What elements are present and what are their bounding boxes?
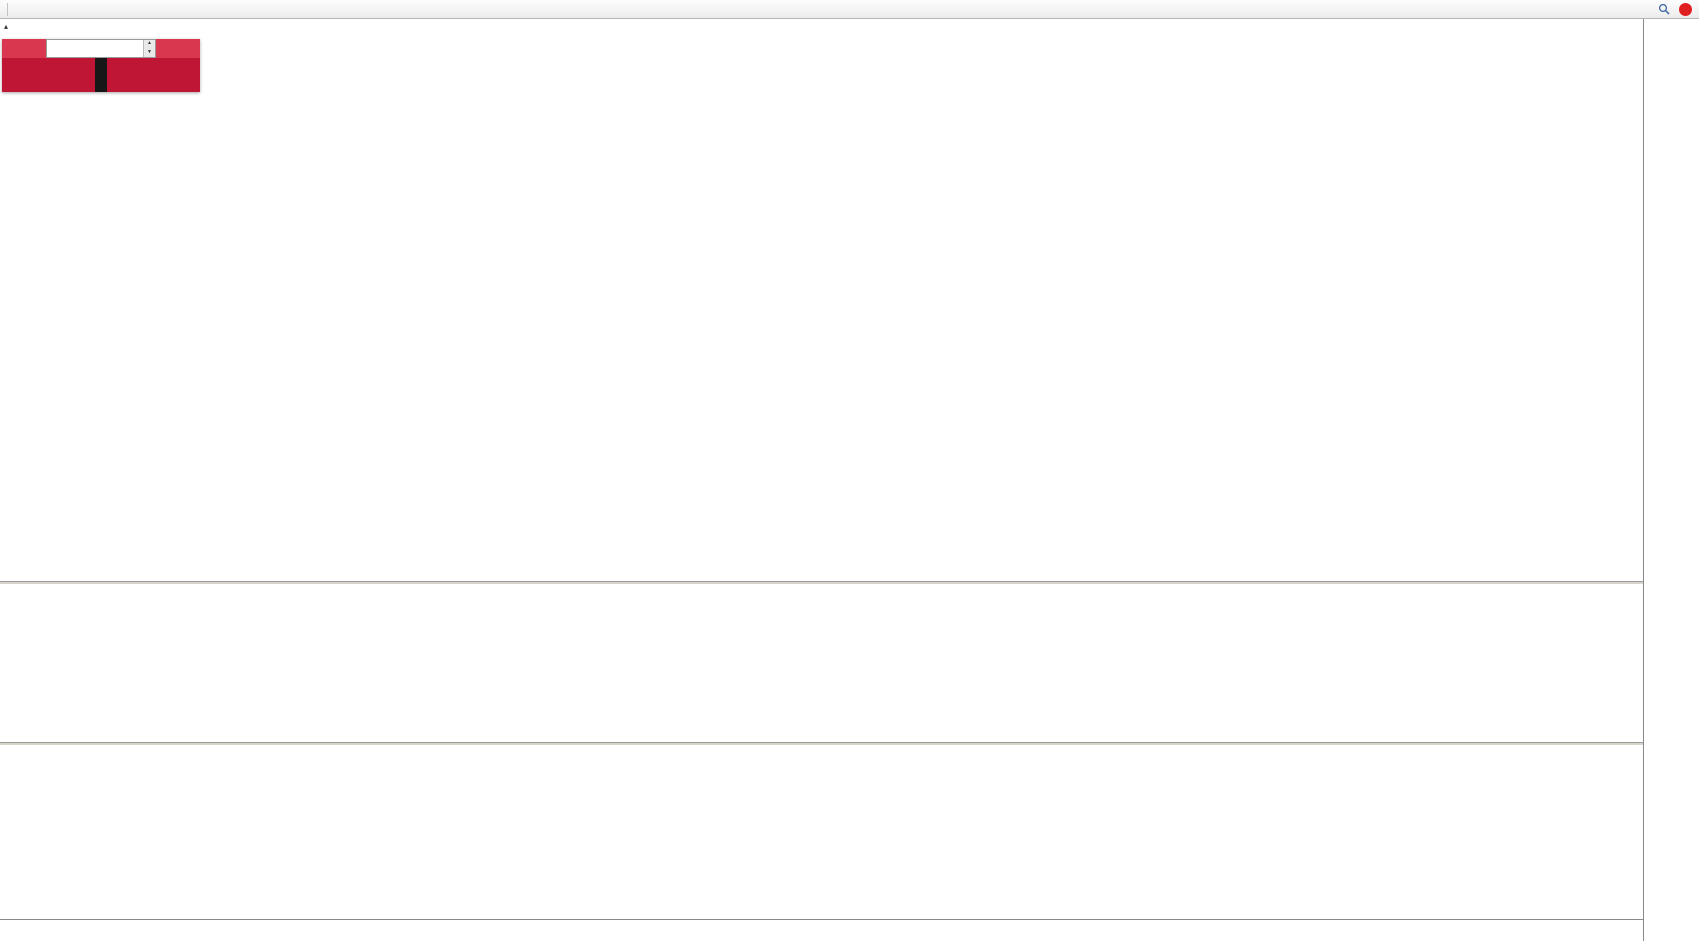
toolbar-separator <box>7 2 8 16</box>
search-icon <box>1658 3 1670 15</box>
volume-up-icon[interactable]: ▲ <box>144 40 155 49</box>
volume-spinner: ▲ ▼ <box>143 40 155 57</box>
annotation-layer <box>0 19 1643 581</box>
search-button[interactable] <box>1655 1 1673 17</box>
buy-button[interactable] <box>156 39 200 58</box>
volume-value[interactable] <box>47 40 143 57</box>
plot-area: ▴ ▲ ▼ <box>0 19 1643 942</box>
rsi-canvas[interactable] <box>0 745 1643 919</box>
panel-separator[interactable] <box>0 581 1643 584</box>
symbol-info: ▴ <box>4 22 38 31</box>
chart-workspace: ▴ ▲ ▼ <box>0 19 1699 942</box>
main-chart-panel: ▴ ▲ ▼ <box>0 19 1643 581</box>
sell-button[interactable] <box>2 39 46 58</box>
volume-down-icon[interactable]: ▼ <box>144 48 155 57</box>
price-axis[interactable] <box>1643 19 1699 941</box>
panel-separator[interactable] <box>0 742 1643 745</box>
price-divider <box>95 58 107 92</box>
macd-panel <box>0 584 1643 742</box>
macd-canvas[interactable] <box>0 584 1643 742</box>
rsi-panel <box>0 745 1643 919</box>
collapse-arrow-icon[interactable]: ▴ <box>4 22 9 31</box>
toolbar-right <box>1655 1 1696 17</box>
buy-price-button[interactable] <box>107 58 200 92</box>
one-click-trading-panel: ▲ ▼ <box>2 39 200 92</box>
toolbar <box>0 0 1699 19</box>
price-chart-canvas[interactable] <box>0 19 1643 581</box>
sell-price-button[interactable] <box>2 58 95 92</box>
time-axis[interactable] <box>0 919 1643 942</box>
volume-field[interactable]: ▲ ▼ <box>46 39 156 58</box>
notification-badge[interactable] <box>1679 2 1692 16</box>
